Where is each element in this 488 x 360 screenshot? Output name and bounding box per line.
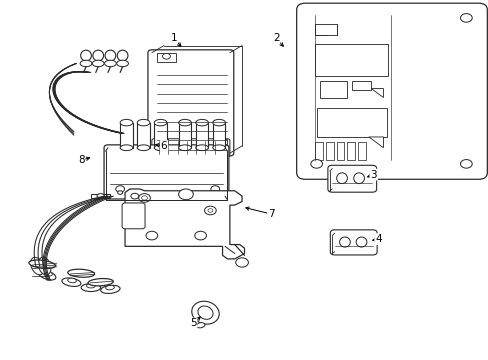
Text: 1: 1 xyxy=(170,33,177,43)
FancyBboxPatch shape xyxy=(122,203,145,229)
Circle shape xyxy=(178,189,193,200)
Bar xyxy=(316,108,386,137)
Ellipse shape xyxy=(353,173,364,184)
Bar xyxy=(91,194,110,198)
Circle shape xyxy=(118,191,122,194)
Bar xyxy=(320,81,346,98)
Ellipse shape xyxy=(38,257,51,275)
Text: 5: 5 xyxy=(190,319,196,328)
Ellipse shape xyxy=(120,120,133,126)
Ellipse shape xyxy=(67,278,76,283)
Bar xyxy=(357,142,365,160)
Bar xyxy=(212,123,225,148)
Ellipse shape xyxy=(117,60,128,67)
Bar xyxy=(315,142,323,160)
Circle shape xyxy=(162,53,170,59)
Text: 4: 4 xyxy=(374,234,381,244)
Ellipse shape xyxy=(105,50,116,61)
Ellipse shape xyxy=(178,120,191,126)
Ellipse shape xyxy=(198,306,213,319)
Circle shape xyxy=(210,186,219,192)
Ellipse shape xyxy=(212,120,225,126)
Polygon shape xyxy=(125,189,244,259)
Bar xyxy=(195,123,208,148)
Ellipse shape xyxy=(86,284,95,288)
Circle shape xyxy=(207,209,212,212)
FancyBboxPatch shape xyxy=(148,50,233,156)
Ellipse shape xyxy=(81,50,91,61)
FancyBboxPatch shape xyxy=(327,165,376,192)
Ellipse shape xyxy=(68,269,94,277)
Ellipse shape xyxy=(93,50,103,61)
Ellipse shape xyxy=(101,285,120,293)
Bar xyxy=(351,81,370,90)
Ellipse shape xyxy=(88,279,113,286)
Ellipse shape xyxy=(80,60,92,67)
Ellipse shape xyxy=(137,120,150,126)
Bar xyxy=(336,142,344,160)
FancyBboxPatch shape xyxy=(104,145,228,199)
Ellipse shape xyxy=(336,173,346,184)
Ellipse shape xyxy=(92,60,104,67)
Bar xyxy=(315,44,387,76)
Bar xyxy=(325,142,333,160)
Ellipse shape xyxy=(97,194,104,198)
Bar xyxy=(120,123,133,148)
Ellipse shape xyxy=(38,270,56,280)
Circle shape xyxy=(235,258,248,267)
FancyBboxPatch shape xyxy=(296,3,487,179)
Bar xyxy=(157,53,176,62)
Ellipse shape xyxy=(196,323,204,328)
Ellipse shape xyxy=(81,284,101,292)
Text: 8: 8 xyxy=(78,155,84,165)
Circle shape xyxy=(158,139,164,144)
Ellipse shape xyxy=(195,120,208,126)
Ellipse shape xyxy=(44,271,52,276)
Circle shape xyxy=(146,231,158,240)
Ellipse shape xyxy=(339,237,349,247)
Circle shape xyxy=(460,159,471,168)
Bar xyxy=(178,123,191,148)
FancyBboxPatch shape xyxy=(330,230,376,255)
Polygon shape xyxy=(370,89,383,98)
Circle shape xyxy=(116,186,124,192)
Ellipse shape xyxy=(137,145,150,150)
Ellipse shape xyxy=(355,237,366,247)
Ellipse shape xyxy=(62,278,81,287)
Bar xyxy=(137,123,150,148)
FancyBboxPatch shape xyxy=(152,139,229,157)
Circle shape xyxy=(142,196,147,200)
Ellipse shape xyxy=(104,60,116,67)
Circle shape xyxy=(212,191,217,194)
Ellipse shape xyxy=(29,260,55,269)
Ellipse shape xyxy=(154,145,166,150)
Ellipse shape xyxy=(154,120,166,126)
Circle shape xyxy=(194,231,206,240)
Ellipse shape xyxy=(178,145,191,150)
Ellipse shape xyxy=(195,145,208,150)
Bar xyxy=(154,123,166,148)
Text: 6: 6 xyxy=(161,141,167,151)
Bar xyxy=(346,142,354,160)
Bar xyxy=(315,24,336,35)
Ellipse shape xyxy=(31,257,44,275)
Ellipse shape xyxy=(191,301,219,324)
Circle shape xyxy=(217,139,224,144)
Text: 7: 7 xyxy=(267,209,274,219)
Text: 3: 3 xyxy=(369,170,376,180)
Circle shape xyxy=(131,193,139,199)
Ellipse shape xyxy=(120,145,133,150)
Circle shape xyxy=(204,206,216,215)
Circle shape xyxy=(139,194,150,202)
Bar xyxy=(215,139,227,144)
Ellipse shape xyxy=(117,50,128,61)
Circle shape xyxy=(460,14,471,22)
Ellipse shape xyxy=(105,285,114,290)
Polygon shape xyxy=(368,137,383,148)
Circle shape xyxy=(310,159,322,168)
Ellipse shape xyxy=(212,145,225,150)
Bar xyxy=(156,139,167,144)
Text: 2: 2 xyxy=(272,33,279,43)
